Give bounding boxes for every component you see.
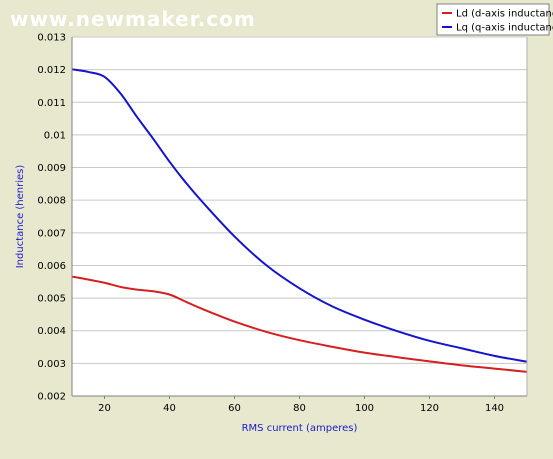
series-line-lq <box>71 68 528 363</box>
watermark-text: www.newmaker.com <box>10 7 256 31</box>
plot-area <box>72 37 527 396</box>
y-tick-labels: 0.002 0.003 0.004 0.005 0.006 0.007 0.008 0.009… <box>37 33 66 403</box>
legend-box <box>436 3 550 36</box>
y-tick-label: 0.005 <box>37 294 66 305</box>
x-tick-label: 60 <box>228 403 241 414</box>
x-tick-label: 100 <box>355 403 374 414</box>
x-tick-labels: 20 40 60 80 100 120 140 <box>98 403 504 414</box>
y-tick-label: 0.013 <box>37 33 66 44</box>
series-line-ld <box>71 275 528 373</box>
y-tick-label: 0.002 <box>37 392 66 403</box>
y-tick-label: 0.012 <box>37 65 66 76</box>
legend-label-lq: Lq (q-axis inductance) <box>456 23 553 34</box>
y-axis-title: Inductance (henries) <box>15 165 26 269</box>
axes <box>71 37 528 399</box>
y-tick-label: 0.006 <box>37 261 66 272</box>
y-tick-label: 0.007 <box>37 228 66 239</box>
y-tick-label: 0.01 <box>44 130 66 141</box>
x-tick-label: 20 <box>98 403 111 414</box>
series-layer <box>71 68 528 373</box>
grid-lines <box>72 36 527 397</box>
y-tick-label: 0.008 <box>37 196 66 207</box>
x-tick-label: 40 <box>163 403 176 414</box>
y-tick-label: 0.003 <box>37 359 66 370</box>
legend-label-ld: Ld (d-axis inductance) <box>456 9 553 20</box>
legend: Ld (d-axis inductance) Lq (q-axis induct… <box>436 3 553 36</box>
x-tick-label: 120 <box>420 403 439 414</box>
x-axis-title: RMS current (amperes) <box>242 423 358 434</box>
x-tick-label: 80 <box>293 403 306 414</box>
y-tick-label: 0.009 <box>37 163 66 174</box>
x-tick-label: 140 <box>485 403 504 414</box>
y-tick-label: 0.004 <box>37 326 66 337</box>
y-tick-label: 0.011 <box>37 98 66 109</box>
